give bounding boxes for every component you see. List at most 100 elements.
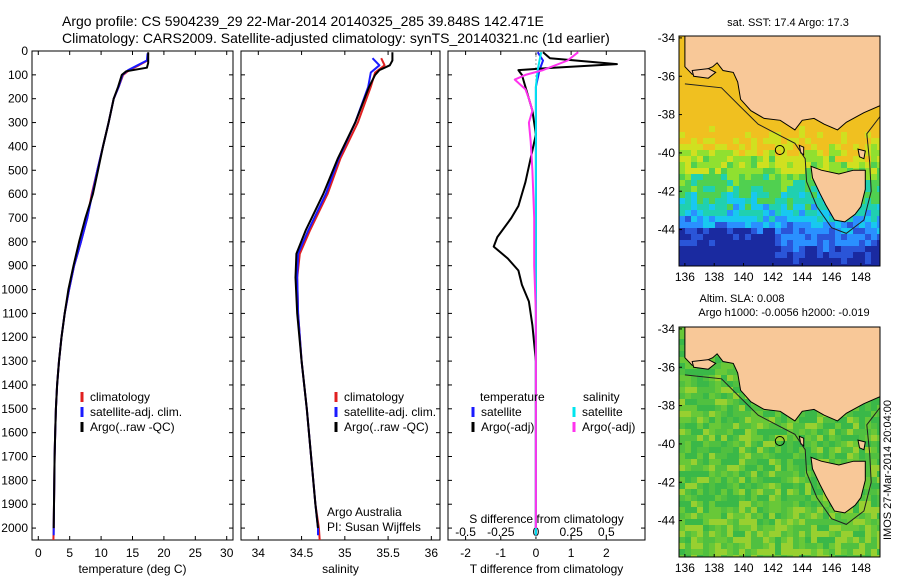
map-cell bbox=[697, 507, 703, 513]
map-cell bbox=[799, 495, 805, 501]
map-cell bbox=[823, 258, 829, 264]
map-cell bbox=[769, 537, 775, 543]
panel-annotation: Argo Australia bbox=[327, 505, 402, 519]
map-cell bbox=[757, 495, 763, 501]
legend-label: Argo(-adj) bbox=[582, 420, 635, 434]
map-cell bbox=[847, 555, 853, 557]
map-cell bbox=[865, 258, 871, 264]
map-cell bbox=[715, 144, 721, 150]
map-cell bbox=[727, 513, 733, 519]
map-cell bbox=[781, 228, 787, 234]
map-cell bbox=[793, 150, 799, 156]
map-cell bbox=[739, 204, 745, 210]
map-cell bbox=[769, 174, 775, 180]
map-cell bbox=[853, 222, 859, 228]
map-cell bbox=[757, 114, 763, 120]
map-cell bbox=[877, 126, 880, 132]
map-cell bbox=[691, 411, 697, 417]
map-cell bbox=[775, 246, 781, 252]
map-cell bbox=[769, 417, 775, 423]
map-cell bbox=[871, 120, 877, 126]
map-cell bbox=[799, 501, 805, 507]
map-cell bbox=[835, 246, 841, 252]
map-cell bbox=[859, 549, 865, 555]
map-cell bbox=[721, 174, 727, 180]
map-cell bbox=[805, 180, 811, 186]
map-cell bbox=[691, 399, 697, 405]
map-cell bbox=[877, 495, 880, 501]
map-cell bbox=[823, 447, 829, 453]
map-cell bbox=[757, 192, 763, 198]
map-cell bbox=[721, 375, 727, 381]
map-cell bbox=[703, 138, 709, 144]
map-cell bbox=[793, 477, 799, 483]
map-cell bbox=[733, 84, 739, 90]
map-cell bbox=[691, 126, 697, 132]
map-cell bbox=[715, 216, 721, 222]
map-cell bbox=[865, 252, 871, 258]
map-cell bbox=[865, 531, 871, 537]
map-cell bbox=[745, 519, 751, 525]
map-cell bbox=[685, 447, 691, 453]
map-cell bbox=[679, 375, 685, 381]
map-cell bbox=[829, 531, 835, 537]
map-cell bbox=[763, 138, 769, 144]
map-cell bbox=[703, 393, 709, 399]
map-cell bbox=[679, 399, 685, 405]
map-cell bbox=[679, 333, 685, 339]
map-cell bbox=[751, 168, 757, 174]
map-cell bbox=[691, 537, 697, 543]
series-line-climatology bbox=[296, 57, 386, 541]
map-cell bbox=[787, 417, 793, 423]
map-cell bbox=[787, 423, 793, 429]
map-cell bbox=[709, 228, 715, 234]
map-cell bbox=[685, 258, 691, 264]
map-cell bbox=[847, 537, 853, 543]
map-cell bbox=[715, 507, 721, 513]
map-cell bbox=[727, 429, 733, 435]
map-cell bbox=[703, 108, 709, 114]
map-cell bbox=[709, 234, 715, 240]
map-cell bbox=[685, 423, 691, 429]
map-cell bbox=[871, 258, 877, 264]
map-cell bbox=[781, 441, 787, 447]
map-cell bbox=[787, 132, 793, 138]
map-cell bbox=[691, 174, 697, 180]
map-cell bbox=[793, 501, 799, 507]
map-cell bbox=[757, 156, 763, 162]
map-cell bbox=[685, 441, 691, 447]
map-cell bbox=[721, 555, 727, 557]
map-cell bbox=[787, 459, 793, 465]
map-cell bbox=[805, 258, 811, 264]
lat-tick-label: -36 bbox=[658, 69, 676, 83]
map-cell bbox=[805, 423, 811, 429]
map-cell bbox=[787, 513, 793, 519]
map-cell bbox=[727, 90, 733, 96]
map-cell bbox=[865, 543, 871, 549]
king-island bbox=[798, 144, 805, 156]
map-cell bbox=[871, 435, 877, 441]
map-cell bbox=[715, 537, 721, 543]
map-cell bbox=[865, 555, 871, 557]
map-cell bbox=[853, 144, 859, 150]
map-cell bbox=[811, 192, 817, 198]
map-cell bbox=[835, 453, 841, 459]
map-cell bbox=[733, 369, 739, 375]
sla-map-title-2: Argo h1000: -0.0056 h2000: -0.019 bbox=[698, 307, 869, 319]
map-cell bbox=[709, 258, 715, 264]
map-cell bbox=[757, 477, 763, 483]
map-cell bbox=[721, 459, 727, 465]
map-cell bbox=[859, 114, 865, 120]
map-cell bbox=[757, 507, 763, 513]
map-cell bbox=[733, 162, 739, 168]
map-cell bbox=[709, 555, 715, 557]
map-cell bbox=[859, 120, 865, 126]
map-cell bbox=[859, 246, 865, 252]
map-cell bbox=[697, 435, 703, 441]
map-cell bbox=[739, 180, 745, 186]
map-cell bbox=[739, 168, 745, 174]
map-cell bbox=[703, 465, 709, 471]
map-cell bbox=[739, 555, 745, 557]
map-cell bbox=[787, 501, 793, 507]
argo-location-marker bbox=[774, 436, 785, 447]
